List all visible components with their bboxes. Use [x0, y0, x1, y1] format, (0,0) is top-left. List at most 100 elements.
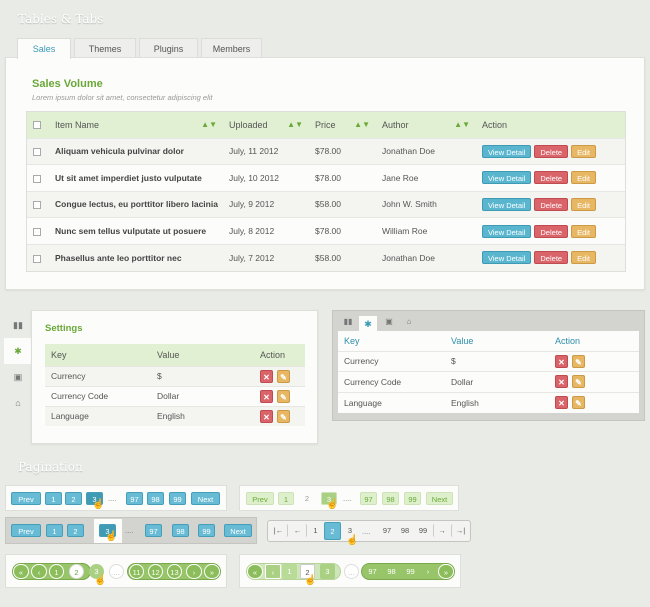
view-detail-button[interactable]: View Detail	[482, 251, 532, 265]
edit-button[interactable]: Edit	[571, 197, 597, 211]
tab-settings-alt[interactable]: ✱	[359, 316, 377, 332]
prev-page-button[interactable]: ←	[289, 524, 307, 537]
page-1[interactable]: 1	[49, 564, 64, 579]
edit-icon[interactable]: ✎	[572, 354, 585, 368]
page-97[interactable]: 97	[360, 492, 377, 505]
last-page-button[interactable]: →|	[451, 524, 469, 537]
delete-icon[interactable]: ✕	[555, 375, 568, 389]
edit-icon[interactable]: ✎	[277, 389, 290, 403]
page-98[interactable]: 98	[382, 492, 399, 505]
first-page-button[interactable]: «	[247, 564, 263, 579]
first-page-button[interactable]: «	[13, 564, 29, 579]
page-97[interactable]: 97	[126, 492, 143, 505]
prev-button[interactable]: Prev	[11, 492, 41, 505]
row-checkbox[interactable]	[33, 201, 41, 210]
select-all-checkbox[interactable]	[33, 121, 41, 130]
delete-button[interactable]: Delete	[534, 144, 569, 158]
page-1[interactable]: 1	[282, 564, 297, 579]
tab-save-alt[interactable]: ▣	[380, 317, 398, 331]
page-11[interactable]: 11	[129, 564, 144, 579]
col-price[interactable]: Price ▲▼	[309, 112, 376, 138]
edit-button[interactable]: Edit	[571, 144, 597, 158]
page-99[interactable]: 99	[169, 492, 186, 505]
edit-icon[interactable]: ✎	[572, 396, 585, 409]
row-checkbox[interactable]	[33, 227, 41, 236]
side-tab-settings[interactable]: ✱	[4, 338, 32, 364]
edit-icon[interactable]: ✎	[572, 375, 585, 389]
col-item-name[interactable]: Item Name ▲▼	[49, 112, 223, 138]
last-page-button[interactable]: »	[438, 564, 454, 579]
next-button[interactable]: Next	[224, 524, 252, 537]
side-tab-home[interactable]: ⌂	[5, 390, 31, 416]
tab-chart-alt[interactable]: ▮▮	[339, 317, 357, 331]
first-page-button[interactable]: |←	[270, 524, 288, 537]
row-checkbox[interactable]	[33, 174, 41, 183]
delete-icon[interactable]: ✕	[260, 369, 273, 383]
delete-icon[interactable]: ✕	[555, 354, 568, 368]
side-tab-save[interactable]: ▣	[5, 364, 31, 390]
page-98[interactable]: 98	[172, 524, 189, 537]
page-2[interactable]: 2	[69, 564, 84, 579]
view-detail-button[interactable]: View Detail	[482, 197, 532, 211]
page-97[interactable]: 97	[145, 524, 162, 537]
prev-button[interactable]: Prev	[246, 492, 274, 505]
col-uploaded[interactable]: Uploaded ▲▼	[223, 112, 309, 138]
view-detail-button[interactable]: View Detail	[482, 144, 532, 158]
page-2[interactable]: 2	[65, 492, 82, 505]
next-button[interactable]: Next	[426, 492, 453, 505]
delete-icon[interactable]: ✕	[260, 409, 273, 423]
tab-home-alt[interactable]: ⌂	[400, 317, 418, 331]
page-99[interactable]: 99	[418, 526, 428, 535]
sort-icon[interactable]: ▲▼	[201, 119, 217, 129]
edit-button[interactable]: Edit	[571, 251, 597, 265]
delete-button[interactable]: Delete	[534, 224, 569, 238]
prev-page-button[interactable]: ‹	[265, 564, 281, 579]
page-99[interactable]: 99	[404, 492, 421, 505]
page-3[interactable]: 3	[347, 526, 353, 535]
page-2[interactable]: 2	[324, 522, 341, 540]
delete-button[interactable]: Delete	[534, 251, 569, 265]
page-2[interactable]: 2	[304, 494, 310, 503]
row-checkbox[interactable]	[33, 148, 41, 157]
col-author[interactable]: Author ▲▼	[376, 112, 476, 138]
prev-page-button[interactable]: ‹	[31, 564, 47, 579]
page-99[interactable]: 99	[406, 567, 415, 576]
tab-members[interactable]: Members	[201, 38, 262, 58]
tab-themes[interactable]: Themes	[74, 38, 136, 58]
next-page-button[interactable]: ›	[426, 567, 430, 576]
page-12[interactable]: 12	[148, 564, 163, 579]
sort-icon[interactable]: ▲▼	[354, 119, 370, 129]
next-page-button[interactable]: →	[433, 524, 450, 537]
delete-icon[interactable]: ✕	[260, 389, 273, 403]
side-tab-chart[interactable]: ▮▮	[5, 312, 31, 338]
sort-icon[interactable]: ▲▼	[287, 119, 303, 129]
page-13[interactable]: 13	[167, 564, 182, 579]
edit-button[interactable]: Edit	[571, 171, 597, 185]
next-page-button[interactable]: ›	[186, 564, 202, 579]
delete-icon[interactable]: ✕	[555, 396, 568, 409]
page-97[interactable]: 97	[382, 526, 392, 535]
delete-button[interactable]: Delete	[534, 197, 569, 211]
page-1[interactable]: 1	[46, 524, 63, 537]
edit-icon[interactable]: ✎	[277, 369, 290, 383]
page-1[interactable]: 1	[313, 526, 318, 535]
page-98[interactable]: 98	[147, 492, 164, 505]
next-button[interactable]: Next	[191, 492, 220, 505]
page-3[interactable]: 3	[320, 564, 335, 579]
page-3[interactable]: 3	[89, 564, 104, 579]
tab-plugins[interactable]: Plugins	[139, 38, 198, 58]
page-3[interactable]: 3	[86, 492, 103, 505]
prev-button[interactable]: Prev	[11, 524, 41, 537]
page-98[interactable]: 98	[387, 567, 396, 576]
tab-sales[interactable]: Sales	[17, 38, 71, 59]
last-page-button[interactable]: »	[204, 564, 220, 579]
page-1[interactable]: 1	[45, 492, 62, 505]
page-2[interactable]: 2	[67, 524, 84, 537]
page-98[interactable]: 98	[400, 526, 410, 535]
edit-icon[interactable]: ✎	[277, 409, 290, 423]
row-checkbox[interactable]	[33, 254, 41, 263]
sort-icon[interactable]: ▲▼	[454, 119, 470, 129]
page-97[interactable]: 97	[368, 567, 377, 576]
page-99[interactable]: 99	[198, 524, 215, 537]
delete-button[interactable]: Delete	[534, 171, 569, 185]
